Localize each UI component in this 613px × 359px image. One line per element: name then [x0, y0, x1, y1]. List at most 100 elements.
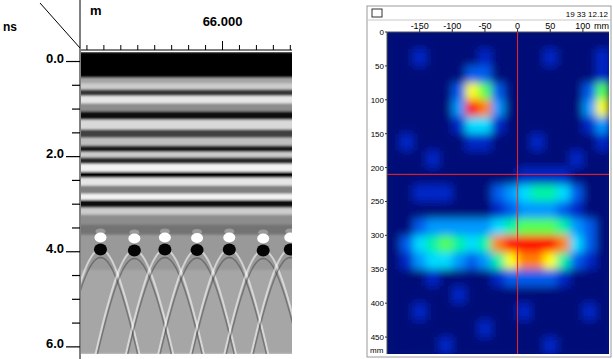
y-tick-label: 200: [371, 164, 385, 173]
cell: [557, 252, 571, 270]
cell: [570, 320, 584, 338]
cell: [518, 117, 532, 135]
cell: [478, 218, 492, 236]
hyperbola-light: [84, 250, 186, 354]
cell: [544, 252, 558, 270]
y-tick: [72, 322, 80, 323]
cell: [505, 134, 519, 152]
y-tick-label: 2.0: [46, 146, 64, 161]
cell: [583, 100, 597, 118]
cell: [426, 49, 440, 67]
cell: [400, 337, 414, 354]
cell: [531, 100, 545, 118]
y-tick-label: 400: [371, 299, 385, 308]
cell: [400, 117, 414, 135]
reflector-bright: [94, 232, 106, 242]
cell: [465, 235, 479, 253]
cell: [570, 168, 584, 186]
cell: [491, 100, 505, 118]
cell: [544, 66, 558, 84]
cell: [570, 32, 584, 50]
cell: [596, 185, 609, 203]
x-tick: [222, 41, 223, 50]
layer-band: [81, 172, 292, 178]
cell: [452, 66, 466, 84]
cell: [387, 32, 401, 50]
cell: [413, 252, 427, 270]
cell: [400, 201, 414, 219]
layer-band: [81, 120, 292, 130]
cell: [400, 32, 414, 50]
cell: [452, 134, 466, 152]
cell: [387, 252, 401, 270]
cell: [478, 32, 492, 50]
y-tick: [72, 108, 80, 109]
y-axis-line: [80, 0, 81, 359]
y-tick-label: 6.0: [46, 336, 64, 351]
cell: [531, 185, 545, 203]
cell: [426, 100, 440, 118]
cell: [452, 100, 466, 118]
cell: [491, 252, 505, 270]
cell: [465, 337, 479, 354]
cell: [439, 134, 453, 152]
cell: [583, 269, 597, 287]
cell: [465, 185, 479, 203]
cell: [413, 320, 427, 338]
reflector-bright: [191, 233, 203, 243]
layer-band: [81, 178, 292, 187]
cell: [387, 151, 401, 169]
cell: [439, 269, 453, 287]
cell: [426, 337, 440, 354]
cell: [465, 134, 479, 152]
layer-band: [81, 83, 292, 90]
cell: [596, 252, 609, 270]
cell: [583, 320, 597, 338]
cell: [505, 83, 519, 101]
cell: [557, 286, 571, 304]
cell: [596, 83, 609, 101]
cell: [439, 168, 453, 186]
cell: [491, 218, 505, 236]
y-tick-label: 150: [371, 130, 385, 139]
y-tick: [385, 235, 387, 236]
reflector-bright: [223, 232, 235, 242]
cell: [596, 201, 609, 219]
x-tick: [86, 45, 87, 50]
cell: [491, 66, 505, 84]
cell: [491, 303, 505, 321]
reflector-dark: [223, 243, 236, 255]
cell: [413, 303, 427, 321]
y-tick: [66, 346, 80, 347]
y-tick-label: 0.0: [46, 51, 64, 66]
cell: [544, 32, 558, 50]
cell: [596, 320, 609, 338]
cell: [518, 303, 532, 321]
y-tick-label: 0: [380, 28, 385, 37]
cell: [452, 303, 466, 321]
cell: [557, 49, 571, 67]
layer-band: [81, 186, 292, 195]
cell: [518, 286, 532, 304]
cell: [557, 83, 571, 101]
cell: [426, 286, 440, 304]
y-tick: [385, 65, 387, 66]
y-tick-label: 50: [375, 62, 384, 71]
cell: [413, 269, 427, 287]
cell: [439, 49, 453, 67]
cell: [491, 49, 505, 67]
cell: [570, 117, 584, 135]
cell: [531, 117, 545, 135]
cell: [505, 218, 519, 236]
cell: [439, 235, 453, 253]
cell: [452, 201, 466, 219]
cell: [439, 320, 453, 338]
cell: [478, 83, 492, 101]
cell: [400, 185, 414, 203]
x-axis-line: [387, 32, 609, 33]
cell: [413, 66, 427, 84]
layer-band: [81, 270, 292, 354]
cell: [413, 49, 427, 67]
cell: [465, 269, 479, 287]
cell: [413, 168, 427, 186]
